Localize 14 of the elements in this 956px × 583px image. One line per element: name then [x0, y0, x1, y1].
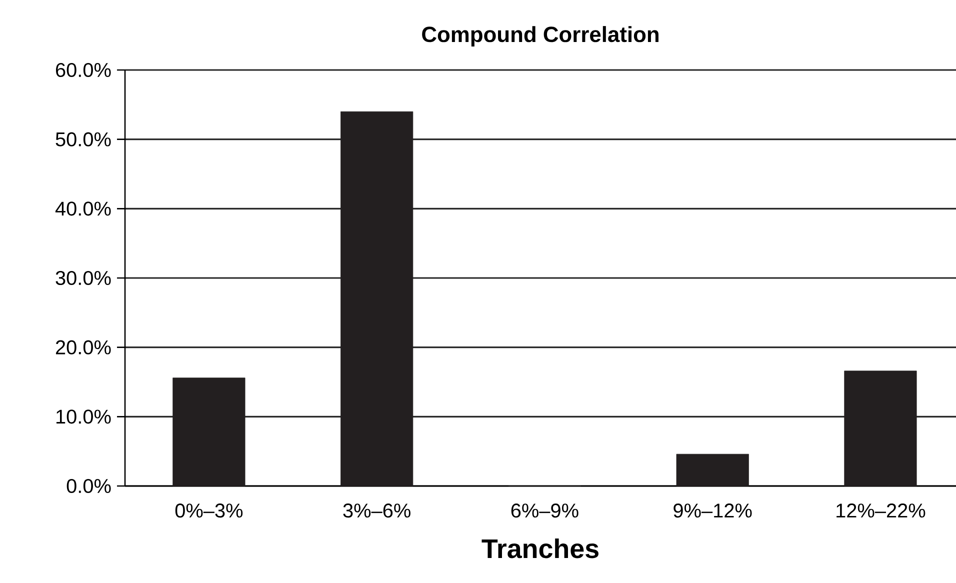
x-tick-label: 6%–9% — [511, 504, 578, 518]
y-tick-label: 40.0% — [55, 202, 111, 216]
y-tick-label: 20.0% — [56, 340, 111, 354]
x-tick-label: 0%–3% — [175, 504, 243, 518]
y-tick-label: 30.0% — [56, 270, 111, 286]
x-axis-title: Tranches — [482, 538, 598, 558]
y-tick-label: 60.0% — [56, 62, 111, 78]
x-tick-label: 12%–22% — [836, 504, 926, 518]
x-tick-label: 9%–12% — [674, 504, 752, 518]
y-tick-label: 10.0% — [56, 410, 111, 424]
x-tick-label: 3%–6% — [343, 504, 410, 518]
y-tick-label: 0.0% — [66, 478, 111, 494]
chart-title: Compound Correlation — [422, 26, 658, 46]
y-tick-label: 50.0% — [56, 132, 111, 146]
